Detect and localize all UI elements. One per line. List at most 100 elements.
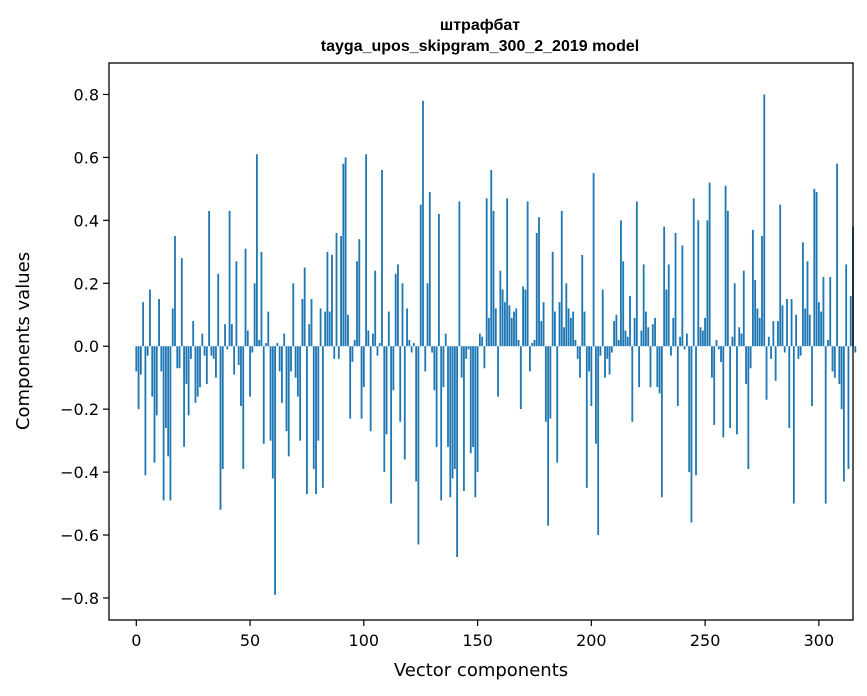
bar-20 xyxy=(180,258,183,347)
bar-208 xyxy=(608,346,611,375)
bar-158 xyxy=(494,308,497,347)
bar-220 xyxy=(635,201,638,347)
bar-91 xyxy=(342,163,345,347)
bar-222 xyxy=(640,330,643,347)
bar-209 xyxy=(610,346,613,353)
x-tick-label: 0 xyxy=(131,631,141,650)
bar-248 xyxy=(699,327,702,347)
bar-60 xyxy=(271,346,274,479)
bar-270 xyxy=(749,346,752,369)
chart-subtitle: tayga_upos_skipgram_300_2_2019 model xyxy=(321,38,639,55)
bar-294 xyxy=(804,308,807,347)
bar-226 xyxy=(649,346,652,388)
bar-241 xyxy=(683,346,686,350)
bar-23 xyxy=(187,346,190,416)
bar-51 xyxy=(251,346,254,353)
bar-219 xyxy=(633,317,636,347)
bar-257 xyxy=(720,346,722,362)
bar-43 xyxy=(233,346,236,375)
bar-175 xyxy=(533,339,536,347)
bar-93 xyxy=(346,314,349,347)
bar-238 xyxy=(676,346,679,407)
bar-242 xyxy=(686,333,688,347)
bar-290 xyxy=(795,314,798,347)
bar-301 xyxy=(820,311,823,347)
x-axis-label: Vector components xyxy=(394,660,568,681)
bar-92 xyxy=(344,157,347,347)
bar-176 xyxy=(535,232,538,347)
bar-311 xyxy=(842,346,845,482)
bar-252 xyxy=(708,182,711,347)
bar-313 xyxy=(847,346,850,469)
bar-309 xyxy=(838,346,841,384)
bar-19 xyxy=(178,346,181,369)
bar-59 xyxy=(269,346,272,441)
bar-24 xyxy=(190,346,192,359)
bar-4 xyxy=(144,346,147,476)
bar-191 xyxy=(569,317,572,347)
bar-193 xyxy=(574,339,577,347)
bar-128 xyxy=(426,283,429,347)
bar-70 xyxy=(294,346,297,378)
bar-33 xyxy=(210,346,213,356)
x-axis-ticks: 0 50 100 150 200 250 300 xyxy=(131,620,834,650)
bar-160 xyxy=(499,270,502,347)
bar-3 xyxy=(142,302,145,347)
bar-247 xyxy=(697,220,700,347)
bar-233 xyxy=(665,289,668,347)
bar-78 xyxy=(312,346,315,469)
bar-280 xyxy=(772,321,775,347)
bar-165 xyxy=(510,317,513,347)
bar-235 xyxy=(670,346,672,356)
y-tick-label: 0.2 xyxy=(74,274,99,293)
bar-110 xyxy=(385,346,388,435)
bar-289 xyxy=(792,346,795,504)
bar-150 xyxy=(476,346,479,473)
bar-194 xyxy=(576,346,579,359)
bar-282 xyxy=(777,321,779,347)
bar-214 xyxy=(622,261,625,347)
bar-118 xyxy=(403,346,406,460)
bar-132 xyxy=(435,346,438,447)
bar-204 xyxy=(599,346,602,356)
bar-307 xyxy=(833,346,836,378)
bar-187 xyxy=(560,210,563,347)
bar-111 xyxy=(387,311,390,347)
bar-281 xyxy=(774,346,777,381)
bar-133 xyxy=(438,214,440,347)
bar-304 xyxy=(827,339,829,347)
bar-89 xyxy=(337,346,340,359)
bar-181 xyxy=(547,346,550,526)
bar-250 xyxy=(704,317,707,347)
bar-249 xyxy=(701,330,704,347)
bar-142 xyxy=(458,201,461,347)
bar-65 xyxy=(283,333,286,347)
bar-308 xyxy=(836,163,838,347)
bar-305 xyxy=(829,276,832,347)
bar-30 xyxy=(203,346,206,356)
bar-272 xyxy=(754,280,757,347)
x-tick-label: 100 xyxy=(349,631,380,650)
bar-86 xyxy=(331,254,333,347)
y-tick-label: 0.8 xyxy=(74,85,99,104)
bar-279 xyxy=(770,346,772,359)
bar-157 xyxy=(492,210,495,347)
bar-72 xyxy=(299,346,302,441)
bar-299 xyxy=(815,192,818,347)
y-tick-label: 0.6 xyxy=(74,148,99,167)
bar-199 xyxy=(588,346,590,372)
bar-63 xyxy=(278,346,281,372)
bar-276 xyxy=(763,94,766,347)
y-tick-label: −0.6 xyxy=(60,526,99,545)
bar-295 xyxy=(806,261,809,347)
bar-25 xyxy=(192,321,195,347)
bar-100 xyxy=(362,346,365,388)
bar-149 xyxy=(474,346,477,498)
bar-28 xyxy=(199,346,201,388)
bar-50 xyxy=(249,346,251,397)
bar-26 xyxy=(194,346,197,403)
bar-262 xyxy=(731,336,734,347)
bar-38 xyxy=(221,346,224,469)
bar-268 xyxy=(745,346,747,384)
